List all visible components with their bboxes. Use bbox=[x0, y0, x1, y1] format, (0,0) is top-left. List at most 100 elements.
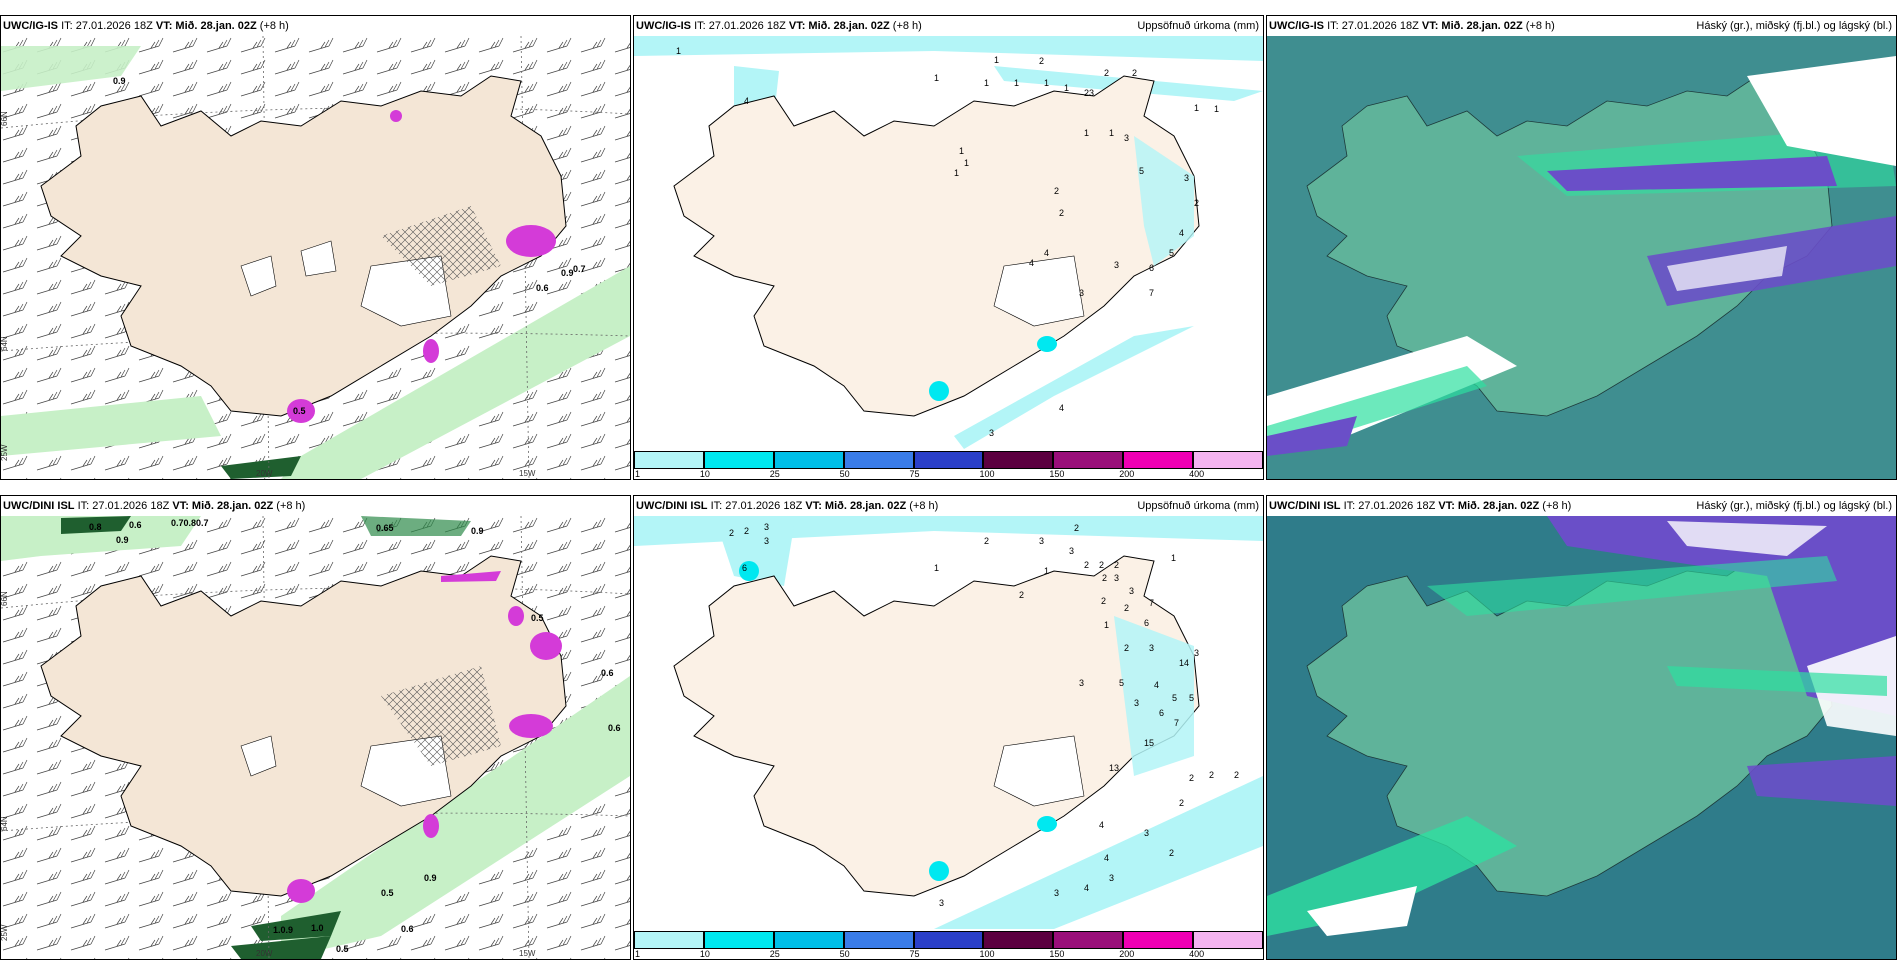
lead-time: (+8 h) bbox=[259, 20, 289, 32]
svg-text:2: 2 bbox=[1189, 773, 1194, 783]
legend-tick-label: 150 bbox=[1049, 949, 1065, 959]
legend-tick-label: 10 bbox=[699, 949, 710, 959]
legend-swatch bbox=[703, 931, 774, 949]
svg-text:1: 1 bbox=[1084, 128, 1089, 138]
valid-time: Mið. 28.jan. 02Z bbox=[175, 20, 257, 32]
svg-text:5: 5 bbox=[1119, 678, 1124, 688]
valid-time-label: VT: bbox=[172, 500, 189, 512]
svg-text:3: 3 bbox=[1069, 546, 1074, 556]
lead-time: (+8 h) bbox=[1525, 20, 1555, 32]
svg-text:2: 2 bbox=[1132, 68, 1137, 78]
svg-text:1: 1 bbox=[1104, 620, 1109, 630]
lon-label: 15W bbox=[519, 469, 536, 478]
svg-text:3: 3 bbox=[1054, 888, 1059, 898]
legend-tick-label: 25 bbox=[769, 469, 780, 479]
svg-text:3: 3 bbox=[1144, 828, 1149, 838]
legend-swatch bbox=[773, 931, 844, 949]
legend-tick-label: 1 bbox=[635, 949, 641, 959]
lat-label: 66N bbox=[1, 111, 9, 126]
svg-text:4: 4 bbox=[1154, 680, 1159, 690]
svg-text:5: 5 bbox=[1172, 693, 1177, 703]
svg-text:1: 1 bbox=[934, 73, 939, 83]
svg-text:4: 4 bbox=[1059, 403, 1064, 413]
legend-tick-label: 100 bbox=[979, 469, 995, 479]
svg-text:0.6: 0.6 bbox=[601, 668, 614, 678]
field-title: Háský (gr.), miðský (fj.bl.) og lágský (… bbox=[1696, 20, 1892, 32]
svg-text:1.0.9: 1.0.9 bbox=[273, 925, 293, 935]
svg-text:7: 7 bbox=[1149, 288, 1154, 298]
wind-map[interactable]: 66N 64N 25W 20W 15W 0.9 0.9 0.7 0.6 0.5 bbox=[1, 36, 630, 479]
svg-text:0.9: 0.9 bbox=[424, 873, 437, 883]
svg-text:3: 3 bbox=[939, 898, 944, 908]
svg-text:1: 1 bbox=[1194, 103, 1199, 113]
wind-value: 0.5 bbox=[293, 406, 306, 416]
model-source: UWC/DINI ISL bbox=[1269, 500, 1341, 512]
svg-text:3: 3 bbox=[1134, 698, 1139, 708]
svg-text:2: 2 bbox=[744, 526, 749, 536]
legend-tick-label: 25 bbox=[769, 949, 780, 959]
valid-time: Mið. 28.jan. 02Z bbox=[1441, 20, 1523, 32]
wind-value: 0.6 bbox=[536, 283, 549, 293]
svg-text:2: 2 bbox=[1101, 596, 1106, 606]
legend-swatch bbox=[983, 931, 1054, 949]
legend-tick-label: 10 bbox=[699, 469, 710, 479]
precip-value-labels: 1 4 2 1 2 1 1 1 1 1 2 2 3 1 1 1 1 1 1 1 bbox=[676, 46, 1219, 438]
lat-label: 64N bbox=[1, 336, 9, 351]
init-time: IT: 27.01.2026 18Z bbox=[1343, 500, 1436, 512]
svg-text:1: 1 bbox=[959, 146, 964, 156]
svg-text:4: 4 bbox=[1084, 883, 1089, 893]
lead-time: (+8 h) bbox=[1542, 500, 1572, 512]
init-time: IT: 27.01.2026 18Z bbox=[694, 20, 786, 32]
svg-text:7: 7 bbox=[1149, 598, 1154, 608]
svg-text:1: 1 bbox=[1214, 104, 1219, 114]
legend-swatch bbox=[1053, 931, 1124, 949]
svg-text:1: 1 bbox=[984, 78, 989, 88]
precip-map[interactable]: 2 2 3 3 6 1 2 3 2 1 3 2 2 2 2 3 3 2 2 1 bbox=[634, 516, 1263, 929]
svg-text:0.65: 0.65 bbox=[376, 523, 394, 533]
legend-tick-label: 200 bbox=[1119, 469, 1135, 479]
valid-time-label: VT: bbox=[1438, 500, 1455, 512]
panel-dini-wind: UWC/DINI ISL IT: 27.01.2026 18Z VT: Mið.… bbox=[0, 495, 631, 960]
valid-time-label: VT: bbox=[155, 20, 173, 32]
cloud-map[interactable] bbox=[1267, 516, 1896, 959]
precip-map[interactable]: 1 4 2 1 2 1 1 1 1 1 2 2 3 1 1 1 1 1 1 1 bbox=[634, 36, 1263, 449]
lead-time: (+8 h) bbox=[909, 500, 939, 512]
cloud-map[interactable] bbox=[1267, 36, 1896, 479]
wind-map[interactable]: 66N 64N 25W 20W 15W 0.8 0.6 0.70.80.7 0.… bbox=[1, 516, 630, 959]
svg-text:4: 4 bbox=[744, 96, 749, 106]
precip-legend: 1 10 25 50 75 100 150 200 400 bbox=[634, 449, 1263, 479]
valid-time-label: VT: bbox=[788, 20, 806, 32]
svg-text:2: 2 bbox=[1124, 643, 1129, 653]
svg-text:3: 3 bbox=[1184, 173, 1189, 183]
precip-legend: 1 10 25 50 75 100 150 200 400 bbox=[634, 929, 1263, 959]
precip-value-labels: 2 2 3 3 6 1 2 3 2 1 3 2 2 2 2 3 3 2 2 1 bbox=[729, 522, 1239, 908]
svg-text:0.5: 0.5 bbox=[381, 888, 394, 898]
svg-text:2: 2 bbox=[1099, 560, 1104, 570]
panel-header: UWC/IG-IS IT: 27.01.2026 18Z VT: Mið. 28… bbox=[634, 16, 1263, 36]
svg-text:0.6: 0.6 bbox=[129, 520, 142, 530]
legend-tick-label: 75 bbox=[909, 949, 920, 959]
model-source: UWC/IG-IS bbox=[636, 20, 691, 32]
svg-text:1: 1 bbox=[1044, 566, 1049, 576]
svg-text:3: 3 bbox=[764, 522, 769, 532]
lat-label: 64N bbox=[1, 816, 9, 831]
svg-text:3: 3 bbox=[1079, 678, 1084, 688]
legend-tick-label: 200 bbox=[1119, 949, 1135, 959]
lon-label: 25W bbox=[1, 924, 9, 941]
legend-tick-label: 400 bbox=[1189, 949, 1205, 959]
init-time: IT: 27.01.2026 18Z bbox=[710, 500, 803, 512]
panel-igis-cloud: UWC/IG-IS IT: 27.01.2026 18Z VT: Mið. 28… bbox=[1266, 15, 1897, 480]
lat-label: 66N bbox=[1, 591, 9, 606]
field-title: Uppsöfnuð úrkoma (mm) bbox=[1137, 20, 1259, 32]
iceland-land bbox=[40, 555, 567, 897]
legend-swatch bbox=[1193, 451, 1263, 469]
svg-text:2: 2 bbox=[1019, 590, 1024, 600]
svg-text:6: 6 bbox=[742, 563, 747, 573]
model-source: UWC/DINI ISL bbox=[3, 500, 75, 512]
legend-swatch bbox=[773, 451, 844, 469]
svg-text:2: 2 bbox=[1102, 573, 1107, 583]
svg-text:0.9: 0.9 bbox=[471, 526, 484, 536]
svg-text:2: 2 bbox=[1059, 208, 1064, 218]
panel-dini-precip: UWC/DINI ISL IT: 27.01.2026 18Z VT: Mið.… bbox=[633, 495, 1264, 960]
model-source: UWC/DINI ISL bbox=[636, 500, 708, 512]
